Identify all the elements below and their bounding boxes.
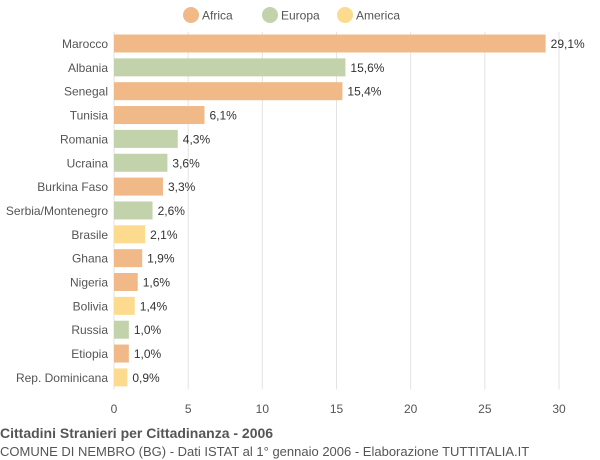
bar [114,201,153,220]
y-category-label: Tunisia [70,109,109,123]
bar [114,368,128,387]
bar [114,153,168,172]
y-category-label: Albania [68,61,108,75]
x-tick-label: 5 [185,402,192,416]
y-category-label: Bolivia [73,299,109,313]
y-category-label: Etiopia [71,347,108,361]
bar [114,225,146,244]
bar [114,58,346,77]
x-tick-label: 30 [552,402,566,416]
bar-value-label: 15,6% [350,61,384,75]
y-category-label: Russia [71,323,108,337]
bar-value-label: 0,9% [132,371,160,385]
bar-value-label: 1,4% [140,299,168,313]
bar-value-label: 3,6% [172,156,200,170]
bar-value-label: 29,1% [551,37,585,51]
x-tick-label: 20 [404,402,418,416]
bar-value-label: 4,3% [183,132,211,146]
x-tick-label: 15 [330,402,344,416]
bar-value-label: 15,4% [347,85,381,99]
legend-label-africa: Africa [202,9,233,23]
y-category-label: Ucraina [67,156,109,170]
bar [114,344,129,363]
y-category-label: Senegal [64,85,108,99]
bar [114,249,143,268]
bar [114,320,129,339]
bar-value-label: 1,0% [134,323,162,337]
x-tick-label: 0 [111,402,118,416]
x-tick-label: 25 [478,402,492,416]
bar-value-label: 1,6% [143,276,171,290]
bar [114,34,546,53]
y-category-label: Serbia/Montenegro [6,204,108,218]
y-category-label: Rep. Dominicana [16,371,108,385]
legend-label-america: America [356,9,400,23]
bar-value-label: 6,1% [209,109,237,123]
bar-value-label: 2,6% [158,204,186,218]
y-category-label: Romania [60,132,108,146]
legend-swatch-africa [183,7,199,23]
chart-caption-title: Cittadini Stranieri per Cittadinanza - 2… [0,425,274,441]
bar-value-label: 3,3% [168,180,196,194]
bar-value-label: 1,0% [134,347,162,361]
bar [114,106,205,125]
legend-swatch-europa [262,7,278,23]
bar [114,296,135,315]
y-category-label: Burkina Faso [37,180,108,194]
y-category-label: Marocco [62,37,108,51]
legend-label-europa: Europa [281,9,320,23]
y-category-label: Nigeria [70,276,108,290]
y-category-label: Brasile [71,228,108,242]
bar-chart: 0 5 10 15 20 25 30 Africa Europa America Marocco 29… [6,7,585,416]
y-category-label: Ghana [72,252,108,266]
bar [114,82,343,101]
legend-swatch-america [337,7,353,23]
bar-value-label: 2,1% [150,228,178,242]
bar [114,273,138,291]
x-tick-label: 10 [256,402,270,416]
bar [114,177,163,196]
bar-value-label: 1,9% [147,252,175,266]
chart-caption-subtitle: COMUNE DI NEMBRO (BG) - Dati ISTAT al 1°… [0,444,530,459]
bar [114,129,178,148]
